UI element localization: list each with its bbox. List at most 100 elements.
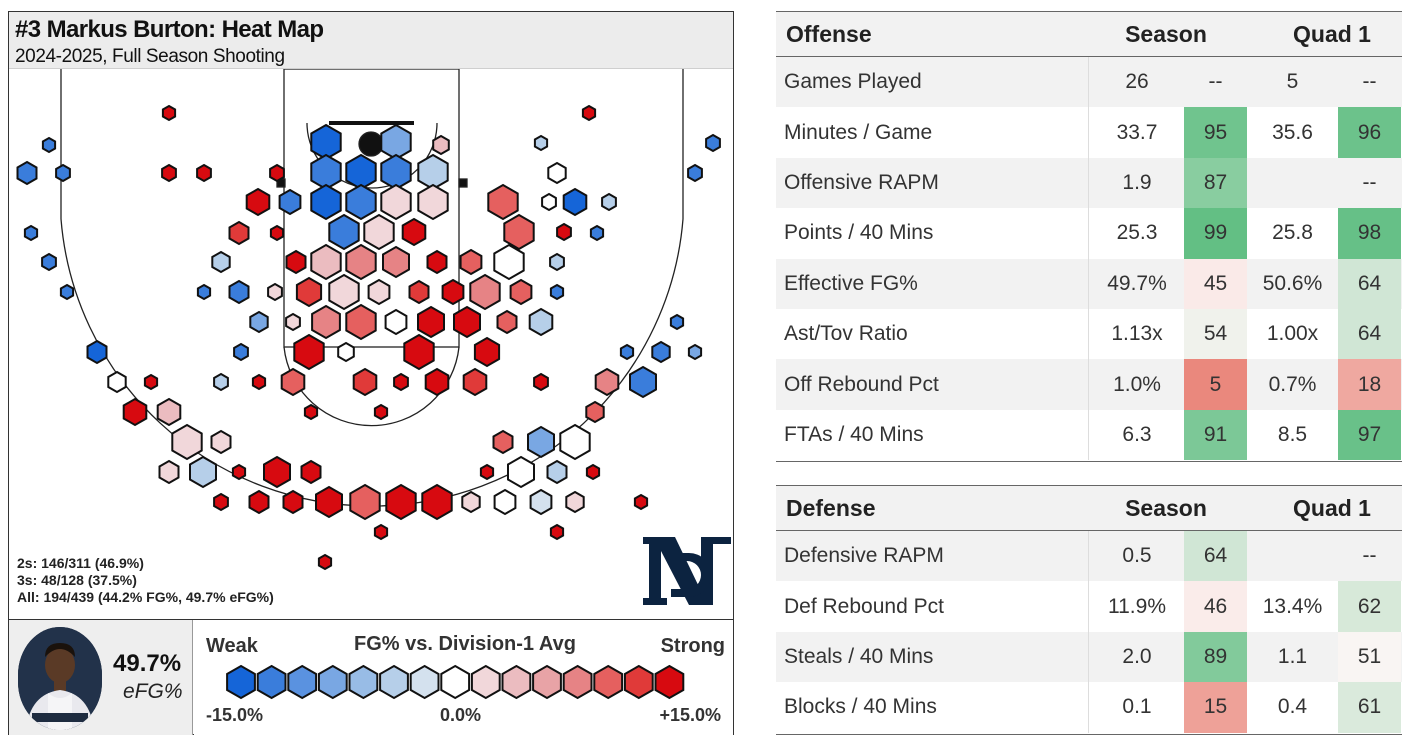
shot-hex	[393, 372, 409, 392]
shot-hex	[403, 333, 435, 371]
shot-hex	[507, 455, 535, 489]
heatmap-footer: 49.7% eFG% Weak FG% vs. Division-1 Avg S…	[9, 619, 733, 735]
shot-hex	[549, 252, 565, 272]
stat-name: Minutes / Game	[784, 120, 933, 144]
offense-header-season: Season	[1125, 21, 1207, 47]
quad1-percentile: 62	[1338, 581, 1401, 632]
shot-hex	[629, 365, 657, 399]
shot-hex	[589, 224, 605, 242]
shot-hex	[295, 276, 323, 308]
shot-hex	[41, 136, 57, 154]
shot-hex	[143, 373, 159, 391]
shot-hex	[384, 308, 408, 336]
season-percentile: --	[1208, 70, 1223, 94]
defense-table: Defense Season Quad 1 Defensive RAPM 0.5 6…	[776, 485, 1402, 735]
shot-hex	[487, 183, 519, 221]
legend-hex	[654, 664, 685, 700]
player-summary: 49.7% eFG%	[9, 620, 193, 735]
shot-hex	[380, 183, 412, 221]
quad1-value: 8.5	[1277, 422, 1308, 446]
shot-hex	[432, 134, 450, 156]
shot-hex	[16, 160, 38, 186]
season-value: 26	[1088, 57, 1185, 108]
quad1-value: 0.4	[1277, 695, 1308, 719]
table-row: Offensive RAPM 1.9 87 --	[776, 157, 1402, 209]
shot-hex	[251, 373, 267, 391]
quad1-percentile: 97	[1338, 409, 1401, 461]
player-avatar	[18, 627, 102, 730]
legend-hex-scale	[226, 664, 685, 700]
season-percentile: 89	[1184, 631, 1247, 683]
shot-hex	[373, 523, 389, 541]
shooting-stats: 2s: 146/311 (46.9%) 3s: 48/128 (37.5%) A…	[17, 555, 274, 606]
shot-hex	[687, 343, 703, 361]
shot-hex	[556, 222, 572, 242]
legend-hex	[287, 664, 318, 700]
shot-hex	[315, 485, 343, 519]
legend-hex	[501, 664, 532, 700]
offense-rows: Games Played 26 -- 5 -- Minutes / Game 33.7 95 3…	[776, 57, 1402, 461]
legend-hex	[379, 664, 409, 700]
season-value: 6.3	[1088, 409, 1185, 461]
shot-hex	[231, 463, 247, 481]
shot-hex	[533, 372, 549, 392]
quad1-value: 25.8	[1272, 221, 1313, 245]
shot-hex	[509, 278, 533, 306]
shot-hex	[462, 367, 488, 397]
stat-name: Ast/Tov Ratio	[784, 322, 908, 346]
heatmap-panel: #3 Markus Burton: Heat Map 2024-2025, Fu…	[8, 11, 734, 735]
shot-hex	[310, 243, 342, 281]
season-percentile: 95	[1184, 107, 1247, 158]
table-row: Def Rebound Pct 11.9% 46 13.4% 62	[776, 581, 1402, 632]
shot-hex	[527, 425, 555, 459]
quad1-percentile: --	[1362, 544, 1377, 568]
shot-hex	[23, 224, 39, 242]
stat-name: Effective FG%	[784, 271, 918, 295]
quad1-percentile: 98	[1338, 208, 1401, 259]
shot-hex	[533, 134, 549, 152]
season-percentile: 99	[1184, 208, 1247, 259]
legend-hex	[256, 664, 287, 700]
quad1-value: 1.00x	[1266, 322, 1319, 346]
legend-strong-label: Strong	[660, 635, 725, 657]
legend-max: +15.0%	[659, 705, 721, 725]
shot-hex	[269, 163, 285, 183]
legend-hex	[532, 664, 562, 700]
quad1-percentile: 51	[1338, 631, 1401, 683]
shot-hex	[213, 492, 229, 512]
shot-hex	[426, 249, 448, 275]
shot-hex	[453, 305, 481, 339]
shot-hex	[311, 304, 341, 340]
shot-hex	[469, 273, 501, 311]
shot-hex	[633, 493, 649, 511]
shot-hex	[41, 252, 57, 272]
shot-hex	[479, 463, 495, 481]
shot-hex	[158, 459, 180, 485]
season-value: 1.9	[1088, 157, 1185, 209]
shot-hex	[565, 490, 585, 514]
season-value: 0.5	[1088, 531, 1185, 582]
shot-hex	[373, 403, 389, 421]
legend-hex	[226, 664, 256, 700]
season-value: 0.1	[1088, 682, 1185, 733]
legend-hex	[593, 664, 624, 700]
color-legend: Weak FG% vs. Division-1 Avg Strong -15.0…	[194, 620, 733, 735]
shot-hex	[705, 133, 721, 153]
shot-hex	[352, 367, 378, 397]
defense-header-season: Season	[1125, 495, 1207, 521]
shot-hex	[585, 463, 601, 481]
shot-hex	[122, 397, 148, 427]
shot-hex	[367, 278, 391, 306]
quad1-value: 0.7%	[1268, 372, 1317, 396]
shot-hex	[385, 483, 417, 521]
shot-hex	[55, 163, 71, 183]
shot-hex	[107, 370, 127, 394]
quad1-percentile: 61	[1338, 682, 1401, 733]
stat-name: Games Played	[784, 70, 922, 94]
season-percentile: 91	[1184, 409, 1247, 461]
legend-mid: 0.0%	[440, 705, 482, 725]
season-percentile: 45	[1184, 258, 1247, 309]
shot-hex	[228, 220, 250, 246]
quad1-percentile: --	[1362, 170, 1377, 194]
season-value: 1.0%	[1088, 359, 1185, 410]
